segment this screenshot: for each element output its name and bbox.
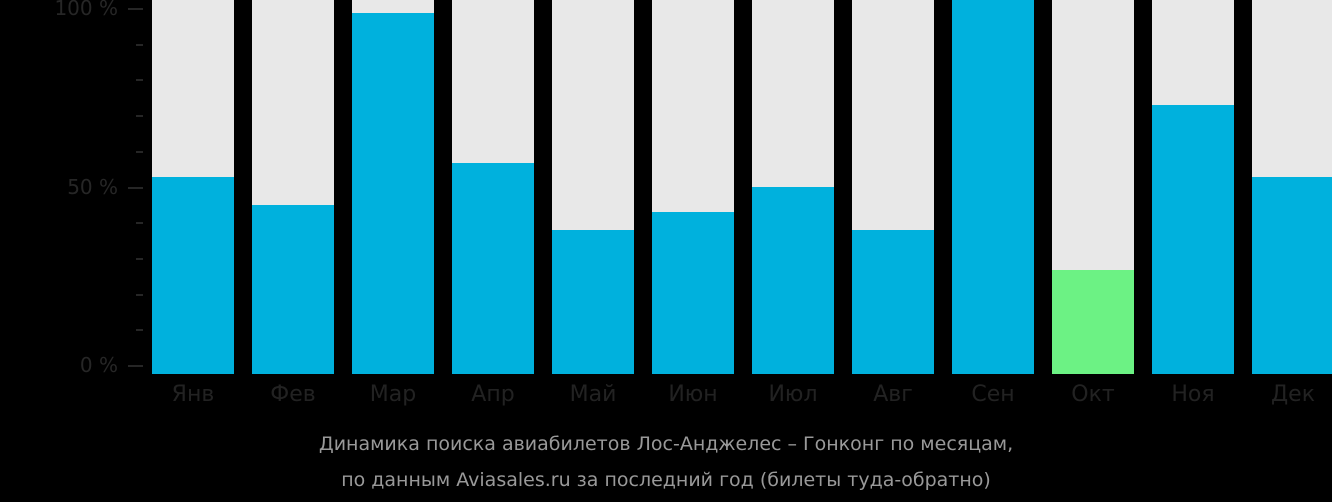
x-axis-label: Авг bbox=[873, 382, 913, 407]
x-axis-label: Окт bbox=[1071, 382, 1115, 407]
y-axis-tick bbox=[128, 8, 143, 10]
y-axis-tick bbox=[136, 115, 143, 117]
bar-track bbox=[252, 0, 334, 374]
chart-caption-line2: по данным Aviasales.ru за последний год … bbox=[341, 469, 991, 491]
bar-track bbox=[552, 0, 634, 374]
bar-track bbox=[452, 0, 534, 374]
bar-value bbox=[352, 13, 434, 374]
y-axis-tick bbox=[136, 294, 143, 296]
y-axis-label-100: 100 % bbox=[54, 0, 118, 20]
x-axis-label: Май bbox=[569, 382, 617, 407]
bar-value bbox=[152, 177, 234, 374]
x-axis-label: Апр bbox=[471, 382, 515, 407]
bar-track bbox=[752, 0, 834, 374]
y-axis-label-0: 0 % bbox=[79, 353, 118, 377]
y-axis-tick bbox=[136, 151, 143, 153]
y-axis-tick bbox=[136, 79, 143, 81]
bar-track bbox=[1152, 0, 1234, 374]
x-axis-label: Июл bbox=[768, 382, 818, 407]
bar-value bbox=[652, 212, 734, 374]
bar-track bbox=[652, 0, 734, 374]
bar-value bbox=[252, 205, 334, 374]
bar-value bbox=[852, 230, 934, 374]
y-axis-tick bbox=[128, 365, 143, 367]
bar-value bbox=[952, 0, 1034, 374]
y-axis-tick bbox=[136, 329, 143, 331]
bar-value bbox=[752, 187, 834, 374]
x-axis-label: Янв bbox=[171, 382, 215, 407]
bar-track bbox=[1052, 0, 1134, 374]
x-axis-label: Фев bbox=[270, 382, 316, 407]
bar-track bbox=[152, 0, 234, 374]
x-axis-label: Июн bbox=[668, 382, 718, 407]
y-axis-tick bbox=[136, 44, 143, 46]
x-axis-label: Дек bbox=[1270, 382, 1315, 407]
y-axis-label-50: 50 % bbox=[67, 175, 118, 199]
y-axis-tick bbox=[136, 222, 143, 224]
bar-value bbox=[1052, 270, 1134, 374]
bar-track bbox=[352, 0, 434, 374]
y-axis-tick bbox=[136, 258, 143, 260]
x-axis-label: Сен bbox=[971, 382, 1015, 407]
bar-track bbox=[952, 0, 1034, 374]
y-axis-tick bbox=[128, 187, 143, 189]
chart-caption-line1: Динамика поиска авиабилетов Лос-Анджелес… bbox=[318, 433, 1014, 455]
bar-track bbox=[852, 0, 934, 374]
x-axis-label: Ноя bbox=[1171, 382, 1215, 407]
bar-value bbox=[1252, 177, 1332, 374]
bar-value bbox=[452, 163, 534, 374]
bar-track bbox=[1252, 0, 1332, 374]
x-axis-label: Мар bbox=[369, 382, 417, 407]
bar-value bbox=[1152, 105, 1234, 374]
bar-value bbox=[552, 230, 634, 374]
